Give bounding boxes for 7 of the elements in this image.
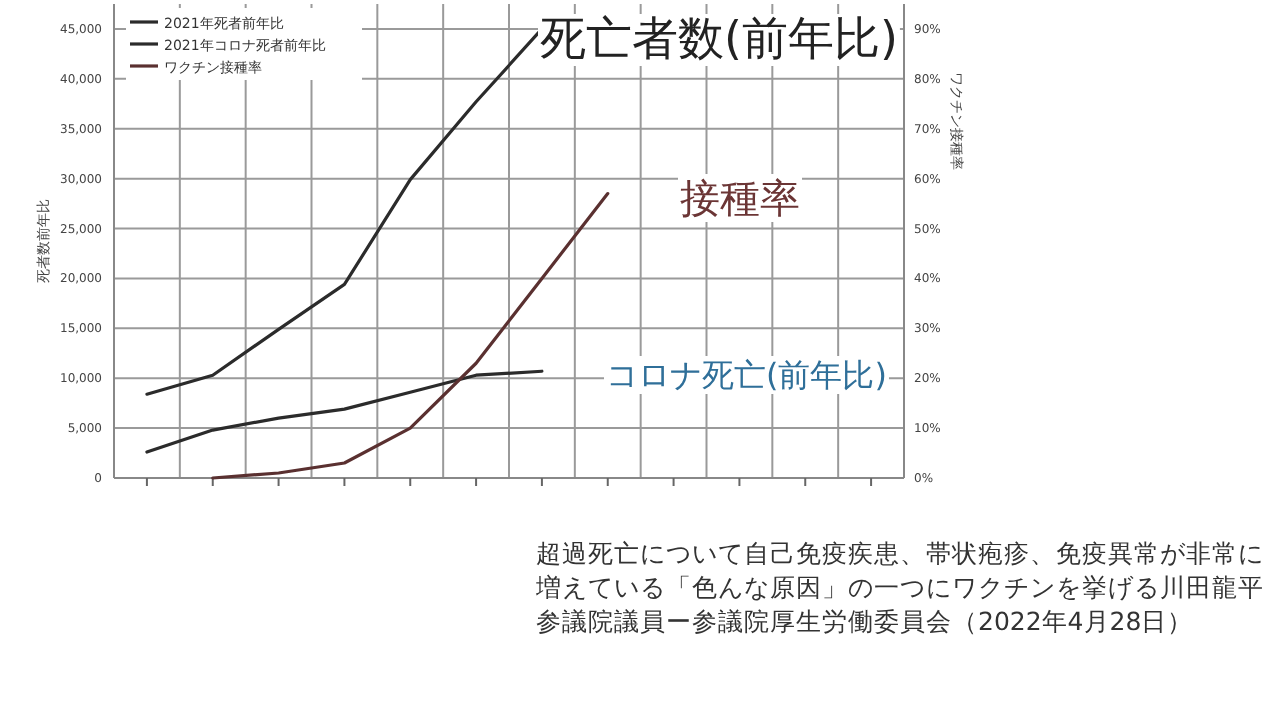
annotation: 死亡者数(前年比) [540, 14, 898, 66]
line-series [211, 192, 610, 480]
annotation: コロナ死亡(前年比) [606, 356, 887, 394]
text: 超過死亡について自己免疫疾患、帯状疱疹、免疫異常が非常に増えている「色んな原因」の一つにワクチンを挙げる川田龍平参議院議員ー参議院厚生労働委員会（2022年4月28日） [536, 536, 1266, 638]
line-series [145, 369, 544, 454]
annotation: 接種率 [680, 174, 800, 222]
line-series [145, 27, 544, 396]
